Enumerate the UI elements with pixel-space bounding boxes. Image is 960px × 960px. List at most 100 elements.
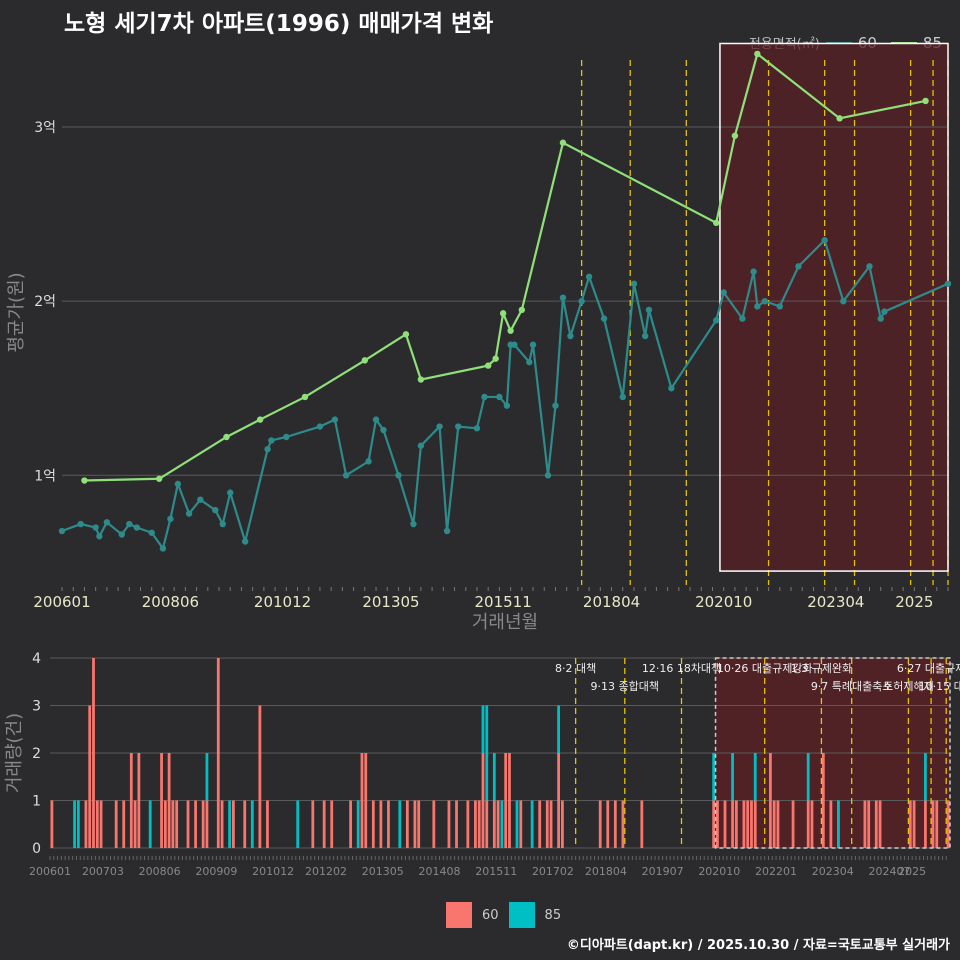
point-85 xyxy=(402,331,410,338)
bar-60 xyxy=(243,800,247,848)
x-tick-label-bottom: 201702 xyxy=(532,865,574,878)
y-axis-title-bottom: 거래량(건) xyxy=(4,713,25,793)
point-60 xyxy=(619,393,626,401)
point-85 xyxy=(836,115,843,122)
bar-60 xyxy=(84,800,88,848)
bar-85 xyxy=(228,800,232,848)
point-60 xyxy=(159,545,167,552)
x-tick-label: 200806 xyxy=(142,593,199,611)
point-60 xyxy=(840,297,847,305)
point-60 xyxy=(316,423,324,430)
policy-label: 10·15 대책 xyxy=(919,680,960,693)
bar-60 xyxy=(322,800,326,848)
point-60 xyxy=(496,393,503,401)
point-85 xyxy=(713,219,720,227)
point-60 xyxy=(58,527,66,535)
point-60 xyxy=(436,423,443,430)
bar-60 xyxy=(311,800,315,848)
bar-60 xyxy=(447,800,451,848)
bar-60 xyxy=(549,800,553,848)
y-tick-label-bottom: 1 xyxy=(32,794,41,810)
x-tick-label-bottom: 202304 xyxy=(812,865,854,878)
point-60 xyxy=(268,437,275,444)
bar-60 xyxy=(99,800,103,848)
point-60 xyxy=(585,273,593,281)
bar-60 xyxy=(122,800,126,848)
x-tick-label-bottom: 2025 xyxy=(898,865,926,878)
bar-60 xyxy=(545,800,549,848)
bar-85 xyxy=(492,753,496,801)
bar-60 xyxy=(481,753,485,848)
x-tick-label-bottom: 202010 xyxy=(698,865,740,878)
point-60 xyxy=(410,520,417,528)
bar-60 xyxy=(88,705,92,848)
bar-85 xyxy=(557,705,561,753)
point-85 xyxy=(499,310,507,317)
bar-85 xyxy=(485,705,489,801)
point-85 xyxy=(223,433,230,441)
bar-60 xyxy=(821,753,825,848)
point-60 xyxy=(600,315,608,322)
bar-60 xyxy=(330,800,334,848)
bar-60 xyxy=(216,658,220,848)
point-60 xyxy=(713,317,720,324)
point-60 xyxy=(241,538,249,545)
point-60 xyxy=(380,426,387,434)
policy-label: 12·16 18차대책 xyxy=(642,662,721,675)
bar-60 xyxy=(538,800,542,848)
point-85 xyxy=(492,355,499,362)
point-85 xyxy=(256,416,264,423)
bar-85 xyxy=(924,753,927,801)
point-60 xyxy=(264,445,271,453)
point-85 xyxy=(754,50,761,58)
point-60 xyxy=(944,280,952,287)
point-60 xyxy=(185,510,193,517)
y-tick-label-bottom: 2 xyxy=(32,746,41,762)
bar-60 xyxy=(863,800,867,848)
bar-60 xyxy=(175,800,179,848)
point-60 xyxy=(511,341,518,348)
bar-60 xyxy=(364,753,368,848)
bar-60 xyxy=(561,800,564,848)
bar-60 xyxy=(750,800,753,848)
bar-60 xyxy=(791,800,795,848)
bar-60 xyxy=(417,800,421,848)
legend-swatch-85 xyxy=(890,41,917,44)
bar-60 xyxy=(137,753,141,848)
legend-bottom: 60 85 xyxy=(446,902,561,928)
point-60 xyxy=(365,458,372,465)
bar-85 xyxy=(205,753,209,801)
footer-credit: ©디아파트(dapt.kr) / 2025.10.30 / 자료=국토교통부 실… xyxy=(566,938,950,953)
bar-60 xyxy=(878,800,882,848)
x-tick-label-bottom: 200703 xyxy=(82,865,124,878)
point-60 xyxy=(342,472,350,479)
x-tick-label-bottom: 201408 xyxy=(418,865,460,878)
bar-60 xyxy=(167,753,171,848)
point-60 xyxy=(761,297,769,305)
x-tick-label: 201305 xyxy=(362,593,419,611)
x-tick-label: 201511 xyxy=(474,593,531,611)
point-60 xyxy=(641,332,649,340)
point-60 xyxy=(455,423,462,430)
bar-60 xyxy=(829,800,833,848)
point-85 xyxy=(417,376,425,383)
x-tick-label: 202304 xyxy=(807,593,864,611)
bar-85 xyxy=(712,753,716,801)
point-60 xyxy=(544,472,552,479)
bar-60 xyxy=(220,800,224,848)
point-60 xyxy=(227,489,234,496)
bar-60 xyxy=(867,800,871,848)
bar-60 xyxy=(171,800,175,848)
bar-85 xyxy=(356,800,360,848)
point-60 xyxy=(395,472,402,479)
point-60 xyxy=(481,393,488,401)
legend-box-85 xyxy=(508,902,535,928)
bar-60 xyxy=(772,800,776,848)
point-60 xyxy=(167,515,174,523)
point-85 xyxy=(507,327,514,334)
point-60 xyxy=(881,308,888,315)
bar-60 xyxy=(379,800,383,848)
point-60 xyxy=(559,294,567,301)
policy-label: 1·3 규제완화 xyxy=(791,662,852,675)
bar-60 xyxy=(712,800,716,848)
